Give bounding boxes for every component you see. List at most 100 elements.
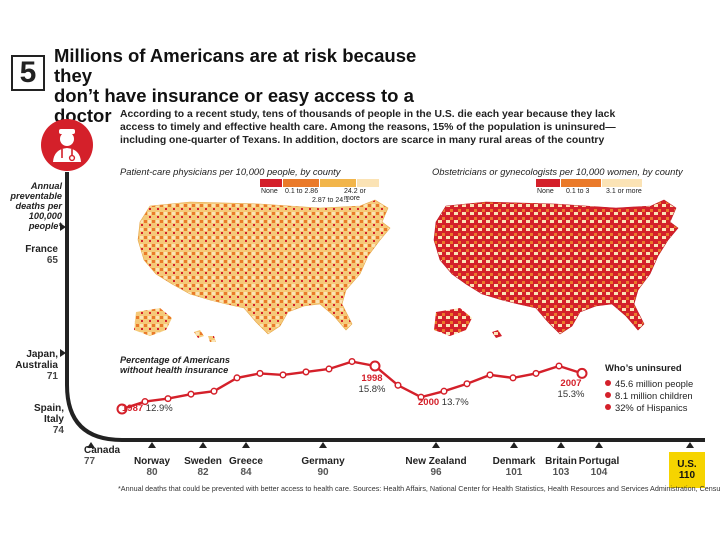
country-name: Spain, Italy	[33, 403, 64, 425]
country-name: Germany	[301, 456, 345, 467]
alaska-shape	[134, 308, 172, 336]
data-point-1990	[187, 390, 195, 398]
annotation-year: 2007	[560, 378, 582, 389]
country-value: 71	[46, 371, 58, 382]
map-obgyn	[433, 199, 679, 338]
axis-pointer-0	[60, 223, 66, 231]
annotation-2000: 2000 13.7%	[418, 397, 469, 408]
who-item-text: 45.6 million people	[615, 377, 694, 389]
data-point-2001	[440, 387, 448, 395]
country-label: Britain 103	[525, 456, 597, 478]
who-item: 32% of Hispanics	[605, 401, 705, 413]
data-point-2003	[486, 371, 494, 379]
data-point-2006	[555, 362, 563, 370]
hawaii-shape	[492, 330, 502, 338]
legend-label: 0.1 to 3	[566, 188, 590, 195]
annotation-pct: 15.8%	[358, 384, 386, 395]
axis-tick-extra-1	[686, 442, 694, 448]
who-uninsured-box: Who’s uninsured 45.6 million people 8.1 …	[605, 363, 705, 413]
country-label: Greece 84	[210, 456, 282, 478]
data-point-2004	[509, 374, 517, 382]
map2-label: Obstetricians or gynecologists per 10,00…	[432, 166, 683, 177]
country-value: 82	[197, 467, 209, 478]
legend-label: None	[537, 188, 554, 195]
who-item: 45.6 million people	[605, 377, 705, 389]
country-name: Portugal	[578, 456, 620, 467]
who-item-text: 32% of Hispanics	[615, 401, 688, 413]
legend-swatch	[561, 179, 601, 187]
annotation-year: 1998	[361, 373, 383, 384]
country-name: Britain	[545, 456, 577, 467]
country-value: 84	[240, 467, 252, 478]
uninsured-line	[116, 358, 588, 415]
axis-tick-4	[432, 442, 440, 448]
legend-swatch	[283, 179, 319, 187]
data-point-1994	[279, 371, 287, 379]
map2-legend: None 0.1 to 3 3.1 or more	[536, 179, 656, 199]
axis-tick-7	[595, 442, 603, 448]
legend-swatch	[536, 179, 560, 187]
annotation-2007: 2007 15.3%	[553, 378, 589, 400]
country-label: Norway 80	[116, 456, 188, 478]
bullet-dot-icon	[605, 380, 611, 386]
annotation-pct: 12.9%	[145, 403, 173, 414]
map1-label: Patient-care physicians per 10,000 peopl…	[120, 166, 341, 177]
country-name: Sweden	[184, 456, 222, 467]
legend-label: 2.87 to 24.1	[312, 197, 349, 204]
country-value: 104	[590, 467, 608, 478]
legend-label: 24.2 or more	[344, 188, 366, 202]
hawaii-shape	[194, 330, 216, 342]
axis-ticks	[60, 223, 694, 448]
country-name: Greece	[229, 456, 263, 467]
us-value-box: U.S. 110	[669, 452, 705, 488]
country-value: 90	[317, 467, 329, 478]
bullet-dot-icon	[605, 392, 611, 398]
country-name: New Zealand	[405, 456, 467, 467]
annotation-year: 1987	[122, 403, 144, 414]
us-map-shape	[137, 199, 391, 335]
country-value: 103	[552, 467, 570, 478]
country-value: 74	[52, 425, 64, 436]
data-point-1993	[256, 369, 264, 377]
who-title: Who’s uninsured	[605, 363, 682, 374]
data-point-2002	[463, 380, 471, 388]
legend-swatch	[260, 179, 282, 187]
country-name: Japan, Australia	[15, 349, 58, 371]
country-canada: Canada 77	[84, 445, 120, 467]
data-point-1995	[302, 368, 310, 376]
country-japan-australia: Japan, Australia 71	[4, 349, 58, 382]
country-name: Denmark	[492, 456, 536, 467]
legend-swatch	[320, 179, 356, 187]
axis-pointer-1	[60, 349, 66, 357]
intro-text: According to a recent study, tens of tho…	[120, 109, 616, 146]
country-label: Denmark 101	[478, 456, 550, 478]
axis-tick-extra-0	[87, 442, 95, 448]
who-item: 8.1 million children	[605, 389, 705, 401]
data-point-2000	[417, 393, 425, 401]
annotation-year: 2000	[418, 397, 440, 408]
data-point-1999	[394, 381, 402, 389]
axis-tick-6	[557, 442, 565, 448]
data-point-2007	[576, 367, 588, 379]
data-point-1996	[325, 365, 333, 373]
country-spain-italy: Spain, Italy 74	[22, 403, 64, 436]
map-physicians	[134, 199, 391, 342]
axis-tick-0	[148, 442, 156, 448]
data-point-1998	[369, 360, 381, 372]
country-name: Norway	[133, 456, 171, 467]
us-map-shape	[433, 199, 679, 335]
country-label: Portugal 104	[563, 456, 635, 478]
bullet-dot-icon	[605, 404, 611, 410]
annotation-1987: 1987 12.9%	[122, 403, 173, 414]
axis-tick-2	[242, 442, 250, 448]
map1-legend: None 0.1 to 2.86 2.87 to 24.1 24.2 or mo…	[260, 179, 380, 205]
alaska-shape	[434, 308, 472, 336]
annotation-1998: 1998 15.8%	[352, 373, 392, 395]
data-point-1988	[141, 398, 149, 406]
country-label: Germany 90	[287, 456, 359, 478]
country-value: 65	[46, 255, 58, 266]
data-point-1997	[348, 358, 356, 366]
data-point-1992	[233, 374, 241, 382]
axis-tick-1	[199, 442, 207, 448]
